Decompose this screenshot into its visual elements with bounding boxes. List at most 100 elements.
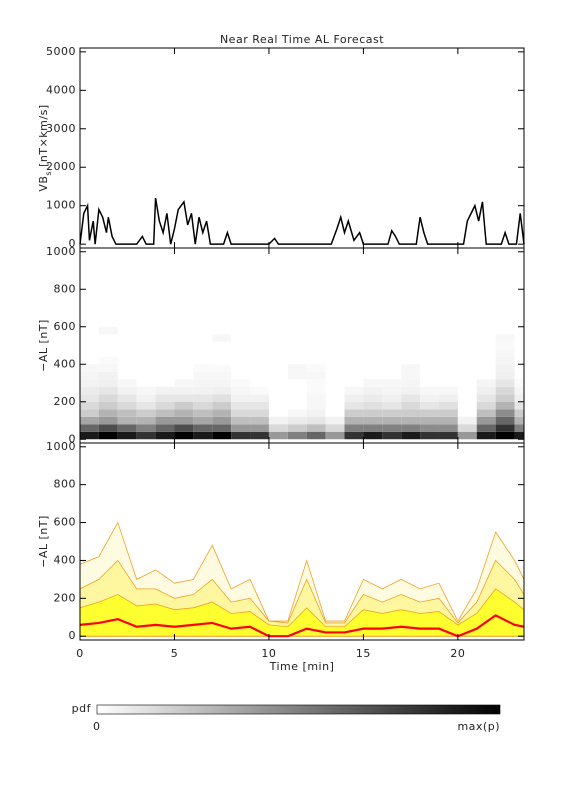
pdf-cell xyxy=(344,409,364,417)
pdf-cell xyxy=(363,431,383,440)
pdf-cell xyxy=(363,401,383,410)
pdf-cell xyxy=(401,409,421,417)
pdf-cell xyxy=(420,416,439,425)
pdf-cell xyxy=(287,409,307,417)
pdf-cell xyxy=(476,379,496,387)
pdf-cell xyxy=(136,424,156,432)
pdf-cell xyxy=(268,416,288,425)
pdf-cell xyxy=(344,394,364,402)
pdf-cell xyxy=(174,394,194,402)
pdf-cell xyxy=(382,401,402,410)
panel xyxy=(79,521,525,638)
pdf-cell xyxy=(136,409,156,417)
pdf-cell xyxy=(193,394,213,402)
colorbar-max: max(p) xyxy=(457,720,500,733)
pdf-cell xyxy=(495,394,515,402)
y-axis-label: VBs [nT×km/s] xyxy=(37,104,53,191)
pdf-cell xyxy=(268,424,288,432)
pdf-cell xyxy=(382,409,402,417)
pdf-cell xyxy=(514,394,524,402)
pdf-cell xyxy=(514,416,524,425)
pdf-cell xyxy=(514,431,524,440)
pdf-cell xyxy=(80,364,99,372)
y-label-part: VB xyxy=(37,176,50,192)
pdf-cell xyxy=(306,371,326,380)
pdf-cell xyxy=(514,409,524,417)
pdf-cell xyxy=(136,394,156,402)
pdf-cell xyxy=(193,409,213,417)
pdf-cell xyxy=(193,416,213,425)
pdf-cell xyxy=(382,386,402,395)
pdf-cell xyxy=(193,364,213,372)
colorbar-label: pdf xyxy=(72,702,92,715)
pdf-cell xyxy=(401,424,421,432)
pdf-cell xyxy=(382,424,402,432)
colorbar xyxy=(96,704,501,715)
pdf-cell xyxy=(193,371,213,380)
pdf-cell xyxy=(117,386,137,395)
pdf-cell xyxy=(344,416,364,425)
pdf-cell xyxy=(212,424,232,432)
pdf-cell xyxy=(287,394,307,402)
pdf-cell xyxy=(344,386,364,395)
pdf-cell xyxy=(250,386,269,395)
pdf-cell xyxy=(231,424,251,432)
pdf-cell xyxy=(117,379,137,387)
pdf-cell xyxy=(98,371,118,380)
pdf-cell xyxy=(174,386,194,395)
pdf-cell xyxy=(174,401,194,410)
pdf-cell xyxy=(136,401,156,410)
panel xyxy=(80,326,524,440)
pdf-cell xyxy=(420,409,439,417)
pdf-cell xyxy=(476,431,496,440)
pdf-cell xyxy=(212,334,232,342)
pdf-cell xyxy=(174,424,194,432)
pdf-cell xyxy=(155,409,175,417)
pdf-cell xyxy=(457,424,477,432)
pdf-cell xyxy=(117,394,137,402)
pdf-cell xyxy=(117,424,137,432)
pdf-cell xyxy=(420,394,439,402)
pdf-cell xyxy=(514,401,524,410)
pdf-cell xyxy=(80,424,99,432)
pdf-cell xyxy=(438,394,458,402)
pdf-cell xyxy=(155,394,175,402)
x-tick-label: 10 xyxy=(261,647,276,660)
pdf-cell xyxy=(495,386,515,395)
pdf-cell xyxy=(325,431,345,440)
pdf-cell xyxy=(136,386,156,395)
pdf-cell xyxy=(438,424,458,432)
y-tick-label: 0 xyxy=(69,432,77,445)
pdf-cell xyxy=(98,356,118,365)
pdf-cell xyxy=(98,409,118,417)
y-tick-label: 800 xyxy=(54,478,77,491)
pdf-cell xyxy=(117,431,137,440)
pdf-cell xyxy=(438,416,458,425)
pdf-cell xyxy=(174,431,194,440)
pdf-cell xyxy=(98,364,118,372)
y-tick-label: 0 xyxy=(69,629,77,642)
pdf-cell xyxy=(476,401,496,410)
pdf-cell xyxy=(420,401,439,410)
x-tick-label: 15 xyxy=(356,647,371,660)
pdf-cell xyxy=(212,401,232,410)
pdf-cell xyxy=(495,334,515,342)
y-axis-label: −AL [nT] xyxy=(37,319,50,372)
pdf-cell xyxy=(155,401,175,410)
pdf-cell xyxy=(514,424,524,432)
pdf-cell xyxy=(495,401,515,410)
pdf-cell xyxy=(212,364,232,372)
pdf-cell xyxy=(325,416,345,425)
pdf-cell xyxy=(420,386,439,395)
pdf-cell xyxy=(212,341,232,350)
y-tick-label: 5000 xyxy=(46,45,76,58)
pdf-cell xyxy=(476,386,496,395)
pdf-cell xyxy=(98,326,118,335)
pdf-cell xyxy=(212,416,232,425)
pdf-cell xyxy=(250,416,269,425)
pdf-cell xyxy=(98,424,118,432)
pdf-cell xyxy=(363,416,383,425)
pdf-cell xyxy=(231,409,251,417)
pdf-cell xyxy=(155,386,175,395)
